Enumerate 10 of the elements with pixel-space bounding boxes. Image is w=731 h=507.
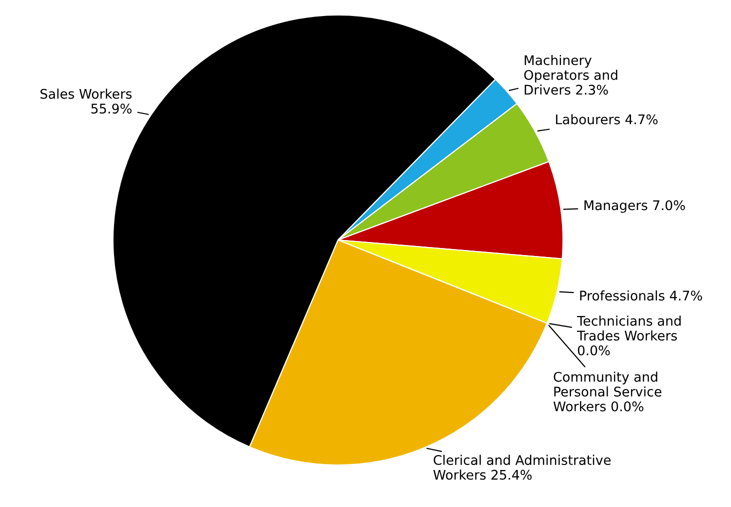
slice-label: Managers 7.0% bbox=[584, 200, 685, 213]
slice-label: Labourers 4.7% bbox=[556, 114, 658, 124]
slice-label: Professionals 4.7% bbox=[580, 290, 702, 301]
slice-label: Sales Workers bbox=[40, 88, 132, 99]
data-label: 55.9% bbox=[91, 104, 132, 114]
slice-label: Clerical and Administrative Workers 25.4% bbox=[433, 454, 611, 480]
category-label: Community and Personal Service Workers 0.0% bbox=[553, 372, 662, 412]
legend-label: Technicians and Trades Workers bbox=[576, 316, 681, 341]
text: 0.0% bbox=[578, 345, 610, 356]
slice-label: Machinery Operators and Drivers 2.3% bbox=[524, 54, 618, 95]
